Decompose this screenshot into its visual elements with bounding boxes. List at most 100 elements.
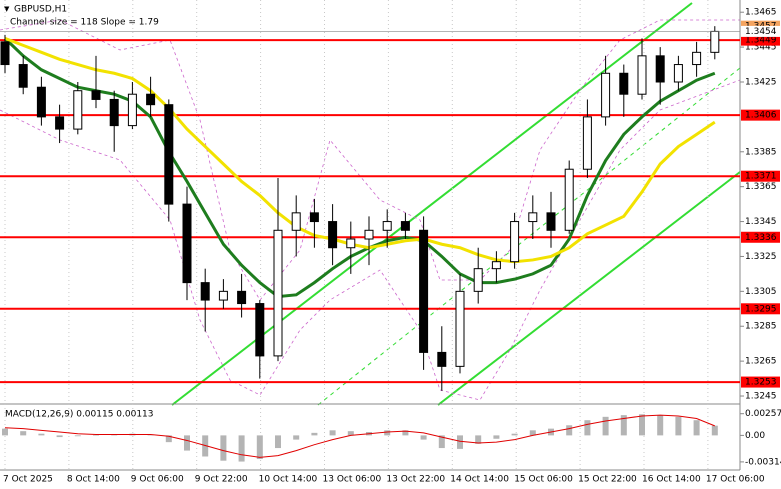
- candle-body: [637, 55, 647, 95]
- macd-bar: [347, 431, 354, 436]
- candle-body: [346, 238, 356, 249]
- macd-bar: [74, 435, 81, 437]
- candle-body: [673, 64, 683, 83]
- macd-bar: [384, 430, 391, 436]
- title-arrow: ▼: [4, 5, 10, 13]
- price-label: 1.3449: [745, 36, 777, 46]
- candle-body: [36, 86, 46, 118]
- price-label: 1.3371: [745, 172, 777, 182]
- candle-body: [73, 90, 83, 130]
- price-label: 1.3336: [745, 233, 777, 243]
- macd-bar: [602, 416, 609, 436]
- moving-average: [4, 36, 716, 264]
- candle-body: [255, 303, 265, 357]
- y-tick-label: 1.3245: [745, 392, 777, 402]
- y-tick-label: 1.3285: [745, 322, 777, 332]
- x-tick-label: 10 Oct 14:00: [259, 475, 318, 485]
- candle-body: [528, 212, 538, 223]
- price-label: 1.3454: [745, 27, 777, 37]
- macd-bar: [311, 432, 318, 436]
- candle-body: [455, 290, 465, 367]
- price-label-box: [741, 170, 780, 182]
- x-tick-label: 8 Oct 14:00: [67, 475, 120, 485]
- macd-bar: [511, 433, 518, 436]
- y-tick-label: 0.00257: [745, 409, 781, 419]
- macd-bar: [184, 435, 190, 451]
- price-label: 1.3295: [745, 304, 777, 314]
- chart-subtitle: Channel size = 118 Slope = 1.79: [10, 18, 159, 28]
- x-tick-label: 7 Oct 2025: [3, 475, 53, 485]
- macd-bar: [275, 435, 281, 449]
- macd-bar: [93, 435, 99, 436]
- y-tick-label: 1.3265: [745, 357, 777, 367]
- candle-body: [55, 116, 65, 130]
- macd-bar: [165, 435, 172, 443]
- macd-bar: [475, 435, 482, 444]
- y-tick-label: 1.3425: [745, 77, 777, 87]
- macd-bar: [493, 435, 500, 439]
- candle-body: [582, 116, 592, 170]
- y-tick-label: 1.3445: [745, 43, 777, 53]
- channel-lower: [437, 171, 741, 406]
- x-tick-label: 13 Oct 22:00: [386, 475, 445, 485]
- x-tick-label: 13 Oct 06:00: [323, 475, 382, 485]
- candle-body: [655, 55, 665, 83]
- candle-body: [364, 229, 374, 240]
- price-label: 1.3253: [745, 378, 777, 388]
- x-tick-label: 15 Oct 06:00: [514, 475, 573, 485]
- macd-bar: [420, 435, 427, 440]
- macd-bar: [293, 435, 300, 440]
- candle-body: [400, 221, 410, 231]
- x-tick-label: 15 Oct 22:00: [578, 475, 637, 485]
- macd-bar: [2, 428, 8, 436]
- macd-bar: [56, 435, 63, 438]
- x-tick-label: 14 Oct 14:00: [450, 475, 509, 485]
- macd-bar: [220, 435, 227, 461]
- price-label: 1.3406: [745, 111, 777, 121]
- y-tick-label: 1.3465: [745, 8, 777, 18]
- candle-body: [382, 221, 392, 231]
- candle-body: [710, 30, 720, 53]
- candle-body: [91, 90, 101, 100]
- candle-body: [18, 64, 28, 88]
- x-tick-label: 17 Oct 06:00: [706, 475, 765, 485]
- macd-bar: [529, 430, 536, 436]
- macd-bar: [675, 416, 682, 436]
- price-label-box: [741, 231, 780, 243]
- macd-bar: [20, 431, 27, 436]
- candle-body: [419, 229, 429, 353]
- y-tick-label: 1.3345: [745, 217, 777, 227]
- macd-signal: [4, 414, 715, 458]
- candle-body: [0, 41, 10, 66]
- candle-body: [218, 290, 228, 301]
- price-label-box: [741, 376, 780, 388]
- price-label-box: [741, 303, 780, 315]
- x-tick-label: 9 Oct 22:00: [195, 475, 248, 485]
- y-tick-label: 1.3325: [745, 252, 777, 262]
- candle-body: [127, 93, 137, 127]
- macd-bar: [329, 430, 336, 436]
- macd-bar: [620, 415, 627, 436]
- macd-bar: [238, 435, 245, 462]
- price-label-box: [741, 25, 780, 37]
- candle-body: [692, 51, 702, 66]
- candle-body: [309, 212, 319, 223]
- macd-bar: [566, 425, 573, 436]
- candle-body: [619, 72, 629, 95]
- macd-bar: [457, 435, 463, 449]
- macd-bar: [693, 420, 700, 436]
- macd-bar: [402, 430, 409, 436]
- macd-bar: [256, 435, 263, 460]
- y-tick-label: 1.3305: [745, 287, 777, 297]
- candle-body: [473, 268, 483, 292]
- candle-body: [109, 98, 119, 127]
- y-tick-label: -0.00314: [745, 457, 781, 467]
- macd-bar: [639, 414, 645, 436]
- x-tick-label: 16 Oct 14:00: [642, 475, 701, 485]
- macd-bar: [38, 433, 45, 436]
- y-tick-label: 1.3385: [745, 147, 777, 157]
- moving-average: [3, 37, 716, 299]
- macd-label: MACD(12,26,9) 0.00115 0.00113: [5, 410, 154, 420]
